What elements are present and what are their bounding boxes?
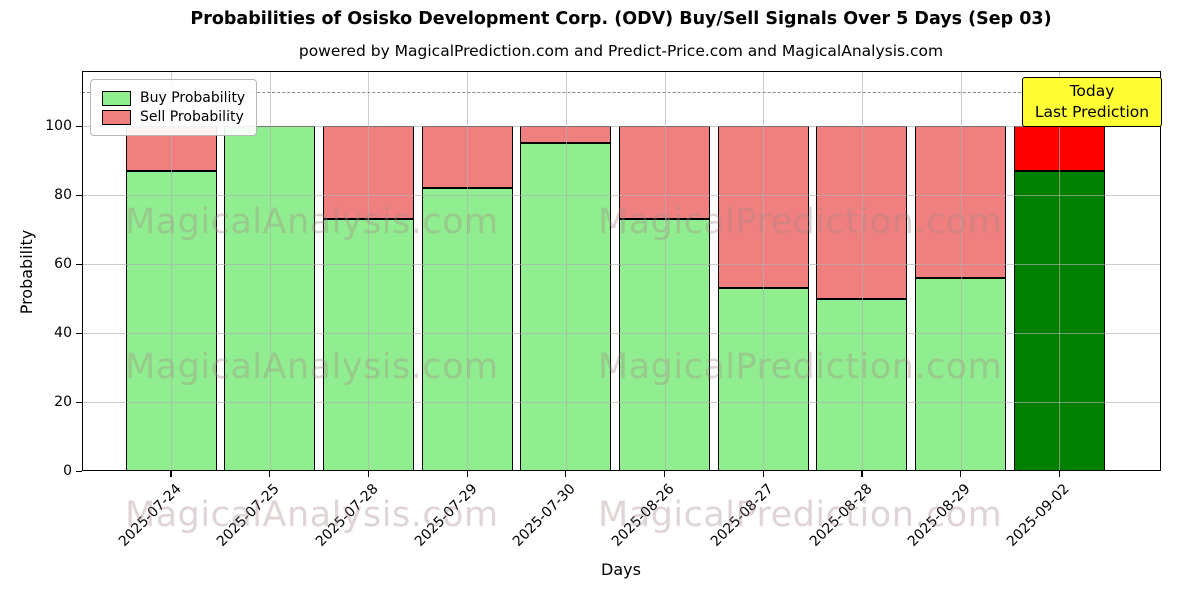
gridline-horizontal (82, 333, 1161, 335)
gridline-horizontal (82, 195, 1161, 197)
y-axis-tick-label: 20 (54, 394, 72, 411)
y-axis-tick-label: 60 (54, 256, 72, 273)
watermark-analysis: MagicalAnalysis.com (125, 495, 499, 535)
gridline-vertical (565, 71, 567, 471)
gridline-horizontal (82, 402, 1161, 404)
x-axis-tick (565, 471, 567, 477)
legend-label-sell: Sell Probability (140, 109, 244, 125)
gridline-vertical (269, 71, 271, 471)
legend-item-buy: Buy Probability (102, 90, 245, 106)
y-axis-tick (76, 195, 82, 197)
legend-label-buy: Buy Probability (140, 90, 246, 106)
x-axis-tick (762, 471, 764, 477)
x-axis-tick (1058, 471, 1060, 477)
sell-swatch-icon (102, 109, 131, 125)
gridline-vertical (763, 71, 765, 471)
x-axis-tick (663, 471, 666, 477)
x-axis-tick (170, 471, 172, 477)
plot-area: Buy Probability Sell Probability Today L… (82, 71, 1162, 535)
x-axis-tick (466, 471, 468, 477)
y-axis-tick (76, 402, 82, 404)
chart-title: Probabilities of Osisko Development Corp… (190, 9, 1052, 29)
legend: Buy Probability Sell Probability (90, 79, 258, 136)
gridline-vertical (664, 71, 666, 471)
gridline-vertical (1059, 71, 1061, 471)
left-spine (82, 71, 84, 471)
gridline-horizontal (82, 126, 1161, 128)
watermark-prediction: MagicalPrediction.com (598, 495, 1003, 535)
y-axis-tick (76, 264, 82, 266)
x-axis-tick (960, 471, 962, 477)
gridline-horizontal (82, 264, 1161, 266)
x-axis-tick (861, 471, 863, 477)
right-spine (1159, 71, 1161, 471)
gridline-vertical (467, 71, 469, 471)
watermark-analysis: MagicalAnalysis.com (125, 347, 499, 387)
x-axis-tick (367, 471, 370, 477)
gridline-vertical (861, 71, 863, 471)
y-axis-tick-label: 0 (63, 463, 72, 479)
y-axis-tick-label: 40 (54, 325, 72, 342)
bottom-spine (82, 469, 1161, 471)
y-axis-tick-label: 100 (45, 118, 72, 135)
x-axis-label: Days (601, 560, 641, 579)
threshold-dashed-line (82, 91, 1161, 93)
y-axis-tick (76, 126, 82, 128)
y-axis-tick (76, 333, 82, 335)
watermark-prediction: MagicalPrediction.com (598, 347, 1003, 387)
y-axis-tick-label: 80 (54, 187, 72, 204)
legend-item-sell: Sell Probability (102, 109, 245, 125)
x-axis-tick-label: 2025-09-02 (1003, 481, 1073, 550)
watermark-prediction: MagicalPrediction.com (598, 202, 1003, 242)
buy-swatch-icon (102, 90, 131, 106)
callout-line-2: Last Prediction (1034, 103, 1150, 121)
y-axis-tick (76, 471, 82, 473)
gridline-vertical (171, 71, 172, 471)
today-last-prediction-callout: Today Last Prediction (1022, 77, 1162, 127)
gridline-vertical (368, 71, 370, 471)
watermark-analysis: MagicalAnalysis.com (125, 202, 499, 242)
callout-line-1: Today (1069, 82, 1115, 101)
gridline-vertical (960, 71, 962, 471)
x-axis-tick (269, 471, 271, 477)
top-spine (82, 71, 1161, 73)
x-axis-tick-label: 2025-07-30 (510, 481, 580, 550)
chart-subtitle: powered by MagicalPrediction.com and Pre… (298, 42, 944, 60)
